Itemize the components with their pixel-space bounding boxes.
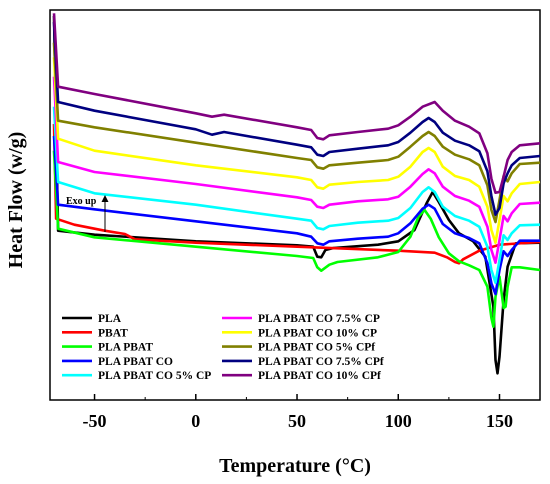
legend-label: PLA PBAT [98, 342, 153, 354]
legend-label: PLA PBAT CO 5% CPf [258, 342, 375, 354]
x-tick-label: 150 [486, 411, 513, 431]
x-tick-label: 100 [385, 411, 412, 431]
legend-label: PBAT [98, 327, 128, 339]
legend-label: PLA PBAT CO 7.5% CPf [258, 356, 384, 368]
legend-label: PLA [98, 313, 122, 325]
series-line-pla-pbat-co-5pct-cpf [52, 42, 541, 224]
series-line-pla-pbat-co-5pct-cp [52, 106, 541, 284]
x-tick-label: 0 [191, 411, 200, 431]
exo-up-arrowhead [101, 195, 109, 202]
y-axis-title: Heat Flow (w/g) [5, 132, 27, 269]
series-layer [52, 13, 541, 375]
exo-up-label: Exo up [66, 196, 97, 207]
legend-item-pla-pbat-co-7-5pct-cp: PLA PBAT CO 7.5% CP [222, 313, 380, 325]
legend-item-pla-pbat: PLA PBAT [62, 342, 153, 354]
legend-label: PLA PBAT CO 10% CPf [258, 370, 381, 382]
series-line-pla-pbat-co-10pct-cp [52, 57, 541, 244]
x-axis-ticks: -50 0 50 100 150 [83, 394, 513, 431]
legend-label: PLA PBAT CO [98, 356, 173, 368]
legend: PLA PBAT PLA PBAT PLA PBAT CO PLA PBAT CO 5%… [62, 313, 384, 382]
plot-frame [49, 9, 541, 401]
legend-label: PLA PBAT CO 7.5% CP [258, 313, 380, 325]
legend-item-pbat: PBAT [62, 327, 128, 339]
x-tick-label: 50 [288, 411, 306, 431]
legend-item-pla-pbat-co-10pct-cp: PLA PBAT CO 10% CP [222, 327, 377, 339]
x-axis-title: Temperature (°C) [219, 455, 371, 477]
series-line-pla-pbat [52, 150, 541, 328]
legend-item-pla-pbat-co: PLA PBAT CO [62, 356, 173, 368]
series-line-pla-pbat-co-10pct-cpf [52, 13, 541, 194]
x-tick-label: -50 [83, 411, 107, 431]
legend-item-pla-pbat-co-5pct-cp: PLA PBAT CO 5% CP [62, 370, 211, 382]
series-line-pla-pbat-co [52, 135, 540, 296]
legend-item-pla-pbat-co-10pct-cpf: PLA PBAT CO 10% CPf [222, 370, 381, 382]
legend-item-pla-pbat-co-5pct-cpf: PLA PBAT CO 5% CPf [222, 342, 375, 354]
legend-item-pla: PLA [62, 313, 122, 325]
exo-up-annotation: Exo up [66, 195, 109, 232]
legend-label: PLA PBAT CO 10% CP [258, 327, 377, 339]
legend-label: PLA PBAT CO 5% CP [98, 370, 211, 382]
series-line-pla-pbat-co-7-5pct-cp [52, 76, 541, 264]
legend-item-pla-pbat-co-7-5pct-cpf: PLA PBAT CO 7.5% CPf [222, 356, 384, 368]
series-line-pla-pbat-co-7-5pct-cpf [52, 21, 541, 216]
